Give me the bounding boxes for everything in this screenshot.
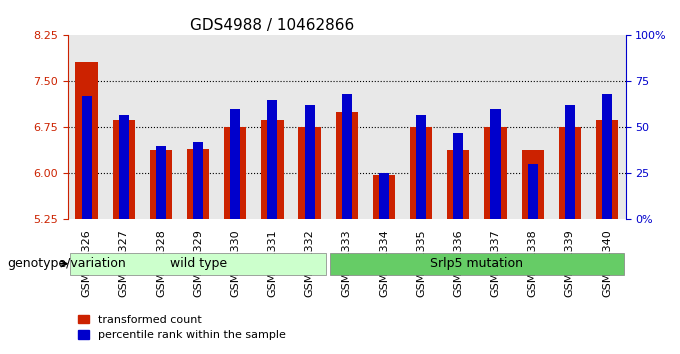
Bar — [528, 164, 538, 219]
Text: Srlp5 mutation: Srlp5 mutation — [430, 257, 524, 270]
Bar — [336, 112, 358, 219]
Bar — [416, 115, 426, 219]
Bar — [156, 146, 166, 219]
Legend: transformed count, percentile rank within the sample: transformed count, percentile rank withi… — [73, 310, 290, 345]
Bar — [75, 62, 98, 219]
Bar — [261, 120, 284, 219]
Bar — [305, 105, 315, 219]
Bar — [342, 94, 352, 219]
Bar — [454, 133, 463, 219]
FancyBboxPatch shape — [330, 253, 624, 275]
Bar — [193, 142, 203, 219]
Bar — [119, 115, 129, 219]
Bar — [484, 127, 507, 219]
Bar — [596, 120, 618, 219]
Bar — [113, 120, 135, 219]
Bar — [299, 127, 321, 219]
Bar — [447, 150, 469, 219]
Bar — [602, 94, 612, 219]
Bar — [565, 105, 575, 219]
Text: GDS4988 / 10462866: GDS4988 / 10462866 — [190, 18, 354, 33]
Bar — [522, 150, 544, 219]
Bar — [267, 100, 277, 219]
Text: wild type: wild type — [169, 257, 226, 270]
Bar — [490, 109, 500, 219]
Bar — [150, 150, 172, 219]
Bar — [559, 127, 581, 219]
Bar — [410, 127, 432, 219]
FancyBboxPatch shape — [70, 253, 326, 275]
Bar — [231, 109, 240, 219]
Bar — [224, 127, 246, 219]
Bar — [82, 96, 92, 219]
Text: genotype/variation: genotype/variation — [7, 257, 126, 270]
Bar — [373, 175, 395, 219]
Bar — [187, 149, 209, 219]
Bar — [379, 173, 389, 219]
